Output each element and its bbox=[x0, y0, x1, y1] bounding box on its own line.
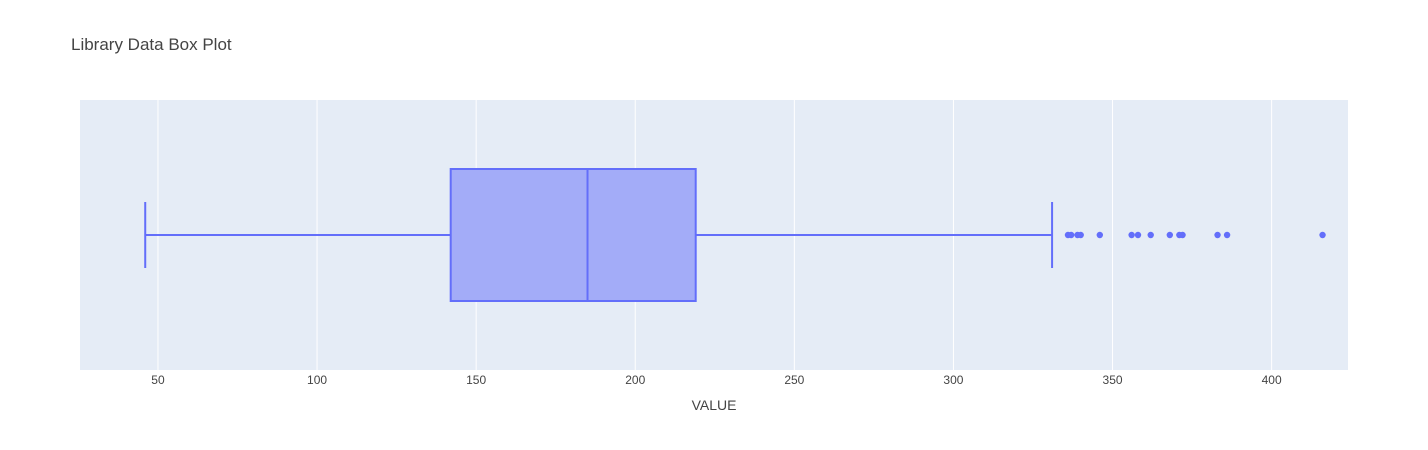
box-series bbox=[144, 168, 1054, 302]
x-tick-label-200: 200 bbox=[625, 373, 645, 387]
x-axis-ticks: 50 100 150 200 250 300 350 400 bbox=[151, 373, 1282, 387]
iqr-box bbox=[449, 168, 697, 302]
outlier-point-5 bbox=[1128, 231, 1135, 239]
outlier-point-7 bbox=[1147, 231, 1154, 239]
chart-title: Library Data Box Plot bbox=[71, 35, 232, 54]
x-tick-label-50: 50 bbox=[151, 373, 165, 387]
outlier-point-12 bbox=[1223, 231, 1231, 239]
x-tick-label-300: 300 bbox=[943, 373, 963, 387]
outlier-points bbox=[1064, 231, 1326, 239]
outlier-point-11 bbox=[1214, 231, 1221, 239]
outlier-point-10 bbox=[1179, 231, 1186, 239]
outlier-point-13 bbox=[1319, 231, 1326, 239]
outlier-point-4 bbox=[1096, 231, 1104, 239]
x-axis-label: VALUE bbox=[692, 397, 737, 413]
outlier-point-8 bbox=[1166, 231, 1174, 239]
outlier-point-3 bbox=[1077, 231, 1084, 239]
x-tick-label-400: 400 bbox=[1262, 373, 1282, 387]
outlier-point-1 bbox=[1067, 231, 1075, 239]
x-tick-label-250: 250 bbox=[784, 373, 804, 387]
x-tick-label-100: 100 bbox=[307, 373, 327, 387]
x-tick-label-150: 150 bbox=[466, 373, 486, 387]
x-tick-label-350: 350 bbox=[1103, 373, 1123, 387]
outlier-point-6 bbox=[1134, 231, 1142, 239]
